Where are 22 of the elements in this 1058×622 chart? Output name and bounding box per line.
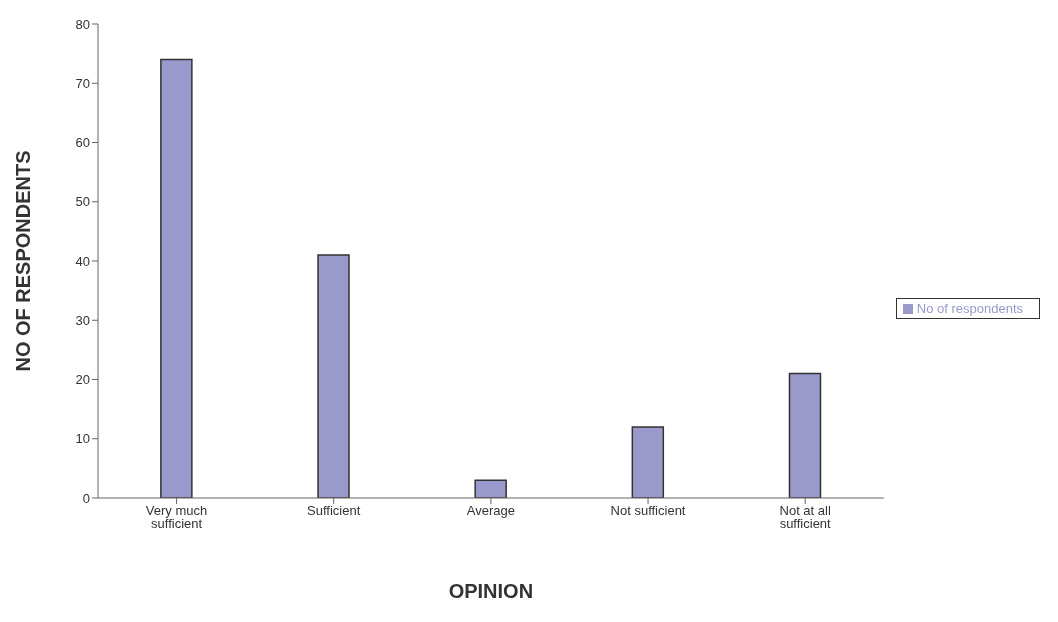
x-tick-label: Sufficient	[307, 503, 361, 519]
bar	[317, 254, 350, 498]
y-tick-label: 80	[75, 16, 90, 32]
y-tick-label: 30	[75, 312, 90, 328]
y-tick-label: 20	[75, 372, 90, 388]
y-tick-label: 10	[75, 431, 90, 447]
y-axis-title: NO OF RESPONDENTS	[12, 150, 35, 372]
x-tick-label: Average	[466, 503, 515, 519]
legend-label: No of respondents	[916, 300, 1023, 316]
y-tick-label: 70	[75, 75, 90, 91]
bar	[160, 58, 193, 498]
y-tick-label: 60	[75, 135, 90, 151]
y-tick-label: 50	[75, 194, 90, 210]
y-tick-label: 0	[82, 490, 90, 506]
y-tick-label: 40	[75, 253, 90, 269]
bar	[631, 426, 665, 498]
x-axis-title: OPINION	[448, 580, 534, 602]
x-tick-label: Not sufficient	[610, 503, 686, 519]
bar	[474, 479, 507, 498]
bar	[788, 372, 822, 498]
x-tick-label: Very much sufficient	[145, 503, 208, 532]
x-tick-label: Not at all sufficient	[779, 503, 832, 532]
